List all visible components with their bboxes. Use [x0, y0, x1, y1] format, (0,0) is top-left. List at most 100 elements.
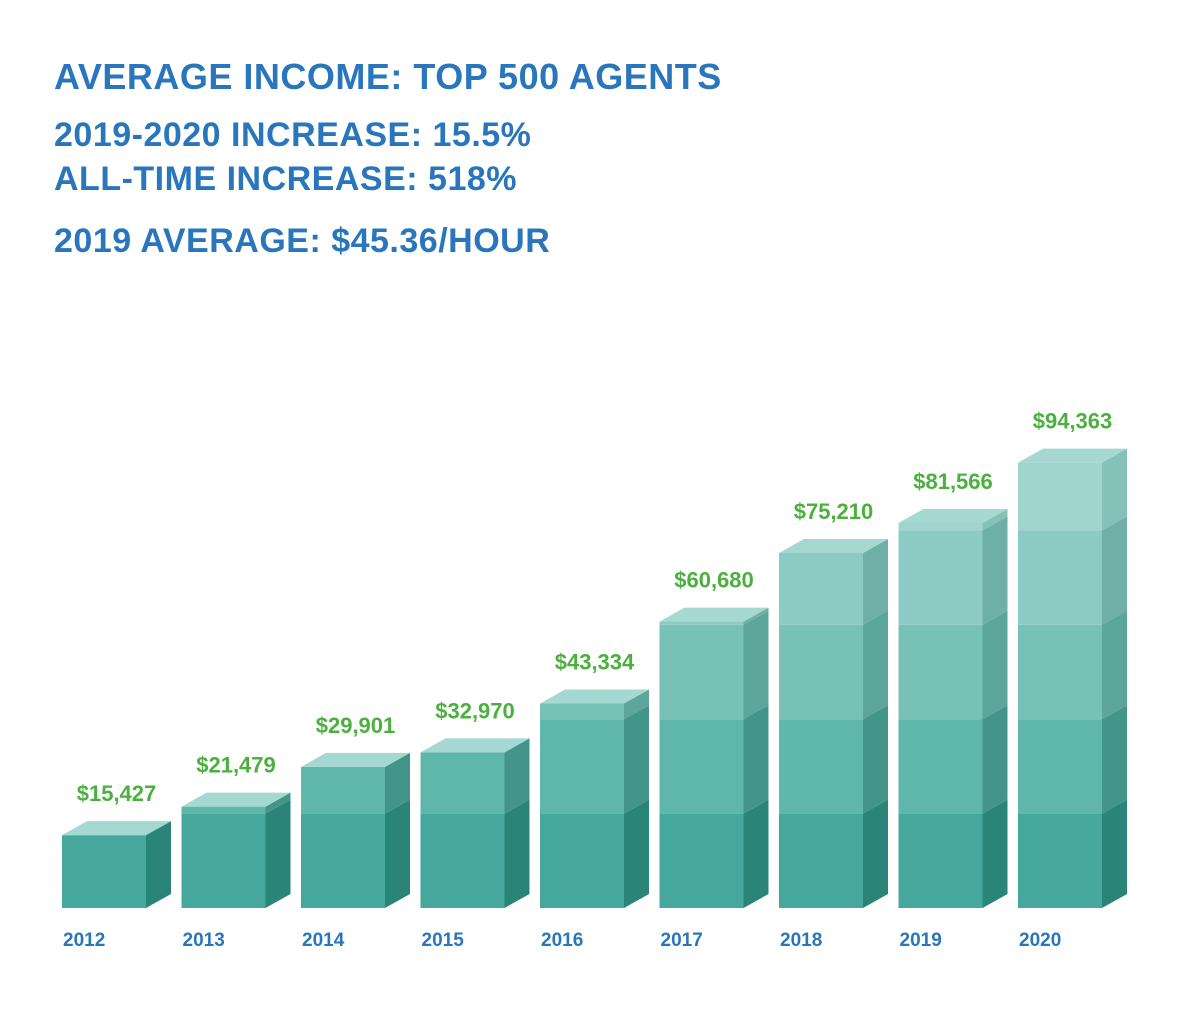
- bar-side-segment: [504, 738, 530, 814]
- bar-side-segment: [1102, 610, 1127, 720]
- value-label-2013: $21,479: [196, 753, 276, 778]
- bar-2014: [301, 752, 410, 908]
- value-label-2016: $43,334: [555, 649, 635, 674]
- bar-front-segment: [301, 813, 385, 908]
- bar-top-face: [181, 792, 291, 807]
- bar-side-segment: [982, 516, 1008, 625]
- bar-front-segment: [62, 835, 146, 908]
- bar-front-segment: [181, 813, 266, 908]
- bar-front-segment: [1018, 462, 1102, 531]
- year-label-2015: 2015: [422, 930, 465, 951]
- year-labels-group: 2012 2013 2014 2015 2016 2017 2018 2019 2020: [63, 930, 1061, 951]
- bar-2019: [898, 509, 1008, 908]
- year-label-2017: 2017: [661, 930, 703, 951]
- year-label-2020: 2020: [1019, 930, 1061, 951]
- bar-top-face: [420, 738, 530, 753]
- bar-side-segment: [863, 610, 888, 720]
- bar-top-face: [898, 509, 1008, 524]
- bar-2012: [62, 821, 171, 908]
- bar-side-segment: [863, 799, 888, 908]
- bar-top-face: [779, 539, 888, 554]
- bar-top-face: [62, 821, 171, 836]
- year-label-2019: 2019: [900, 930, 942, 951]
- bar-side-segment: [1102, 799, 1127, 908]
- year-label-2016: 2016: [541, 930, 583, 951]
- bar-2018: [779, 539, 888, 908]
- bar-2017: [659, 607, 769, 908]
- bar-side-segment: [385, 799, 410, 908]
- bar-front-segment: [659, 624, 744, 720]
- all-time-increase: ALL-TIME INCREASE: 518%: [54, 160, 517, 198]
- bar-side-segment: [1102, 705, 1127, 814]
- bar-front-segment: [659, 621, 744, 625]
- bar-top-face: [301, 752, 410, 767]
- bar-front-segment: [1018, 530, 1102, 625]
- bar-front-segment: [1018, 719, 1102, 814]
- bar-front-segment: [659, 719, 744, 814]
- bars-group: [62, 448, 1127, 908]
- bar-side-segment: [743, 607, 769, 625]
- average-hourly-2019: 2019 AVERAGE: $45.36/HOUR: [54, 222, 551, 260]
- bar-side-segment: [863, 539, 888, 625]
- bar-front-segment: [898, 624, 983, 720]
- year-label-2018: 2018: [780, 930, 822, 951]
- year-label-2012: 2012: [63, 930, 105, 951]
- bar-2020: [1018, 448, 1127, 908]
- value-label-2018: $75,210: [794, 499, 874, 524]
- bar-front-segment: [898, 719, 983, 814]
- bar-front-segment: [420, 752, 505, 814]
- bar-front-segment: [779, 553, 863, 625]
- chart-title: AVERAGE INCOME: TOP 500 AGENTS: [54, 56, 722, 97]
- bar-front-segment: [540, 813, 624, 908]
- value-label-2020: $94,363: [1033, 409, 1113, 434]
- bar-top-face: [1018, 448, 1127, 463]
- bar-side-segment: [624, 705, 649, 814]
- bar-side-segment: [624, 689, 649, 720]
- bar-top-face: [540, 689, 649, 704]
- bar-top-face: [659, 607, 769, 622]
- bar-front-segment: [898, 813, 983, 908]
- bar-front-segment: [898, 523, 983, 531]
- bar-front-segment: [301, 766, 385, 814]
- value-label-2017: $60,680: [674, 568, 754, 593]
- bar-2015: [420, 738, 530, 908]
- bar-front-segment: [898, 530, 983, 625]
- increase-2019-2020: 2019-2020 INCREASE: 15.5%: [54, 116, 532, 154]
- bar-side-segment: [265, 799, 291, 908]
- bar-front-segment: [779, 624, 863, 720]
- bar-side-segment: [624, 799, 649, 908]
- bar-2013: [181, 792, 291, 908]
- bar-side-segment: [743, 799, 769, 908]
- bar-side-segment: [863, 705, 888, 814]
- bar-front-segment: [1018, 624, 1102, 720]
- bar-side-segment: [743, 705, 769, 814]
- bar-front-segment: [181, 806, 266, 814]
- bar-front-segment: [1018, 813, 1102, 908]
- bar-front-segment: [779, 719, 863, 814]
- bar-side-segment: [982, 705, 1008, 814]
- bar-front-segment: [779, 813, 863, 908]
- bar-side-segment: [982, 509, 1008, 531]
- bar-front-segment: [540, 703, 624, 720]
- value-labels-group: $15,427 $21,479 $29,901 $32,970 $43,334 $60,6…: [77, 409, 1113, 807]
- bar-side-segment: [1102, 516, 1127, 625]
- bar-side-segment: [265, 792, 291, 814]
- bar-side-segment: [982, 610, 1008, 720]
- value-label-2012: $15,427: [77, 781, 157, 806]
- bar-side-segment: [146, 821, 171, 908]
- bar-front-segment: [659, 813, 744, 908]
- bar-side-segment: [743, 610, 769, 720]
- year-label-2013: 2013: [183, 930, 225, 951]
- bar-side-segment: [1102, 448, 1127, 531]
- value-label-2019: $81,566: [913, 469, 993, 494]
- bar-side-segment: [385, 752, 410, 814]
- value-label-2015: $32,970: [435, 698, 515, 723]
- value-label-2014: $29,901: [316, 713, 396, 738]
- bar-side-segment: [504, 799, 530, 908]
- bar-front-segment: [540, 719, 624, 814]
- bar-2016: [540, 689, 649, 908]
- bar-side-segment: [982, 799, 1008, 908]
- bar-front-segment: [420, 813, 505, 908]
- year-label-2014: 2014: [302, 930, 345, 951]
